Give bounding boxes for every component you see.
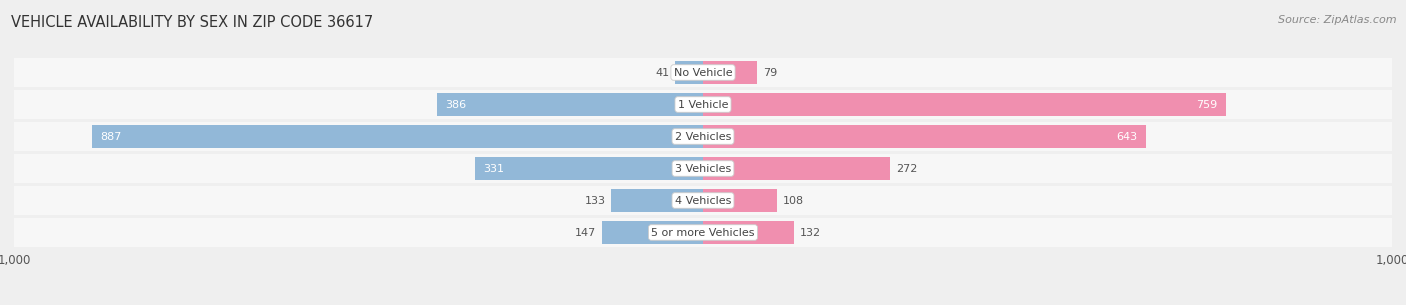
Bar — [14, 59, 1392, 87]
Bar — [703, 93, 1226, 116]
Bar — [703, 157, 890, 180]
Bar — [14, 154, 1392, 183]
Text: 147: 147 — [575, 228, 596, 238]
Text: 132: 132 — [800, 228, 821, 238]
Bar — [91, 125, 703, 148]
Bar — [703, 189, 778, 212]
Bar — [703, 125, 1146, 148]
Bar — [675, 61, 703, 84]
Text: 4 Vehicles: 4 Vehicles — [675, 196, 731, 206]
Bar — [703, 221, 794, 244]
Bar — [437, 93, 703, 116]
Text: 5 or more Vehicles: 5 or more Vehicles — [651, 228, 755, 238]
Bar — [14, 218, 1392, 246]
Text: 759: 759 — [1197, 99, 1218, 109]
Text: 3 Vehicles: 3 Vehicles — [675, 163, 731, 174]
Text: VEHICLE AVAILABILITY BY SEX IN ZIP CODE 36617: VEHICLE AVAILABILITY BY SEX IN ZIP CODE … — [11, 15, 374, 30]
Text: 887: 887 — [100, 131, 121, 142]
Text: 133: 133 — [585, 196, 606, 206]
Text: 1 Vehicle: 1 Vehicle — [678, 99, 728, 109]
Bar — [602, 221, 703, 244]
Text: 643: 643 — [1116, 131, 1137, 142]
Text: 331: 331 — [484, 163, 505, 174]
Text: 272: 272 — [896, 163, 917, 174]
Bar — [14, 90, 1392, 119]
Text: No Vehicle: No Vehicle — [673, 67, 733, 77]
Bar — [612, 189, 703, 212]
Text: 386: 386 — [446, 99, 467, 109]
Text: Source: ZipAtlas.com: Source: ZipAtlas.com — [1278, 15, 1396, 25]
Bar — [475, 157, 703, 180]
Text: 79: 79 — [763, 67, 778, 77]
Bar — [703, 61, 758, 84]
Text: 2 Vehicles: 2 Vehicles — [675, 131, 731, 142]
Text: 41: 41 — [655, 67, 669, 77]
Bar — [14, 186, 1392, 215]
Text: 108: 108 — [783, 196, 804, 206]
Bar — [14, 122, 1392, 151]
